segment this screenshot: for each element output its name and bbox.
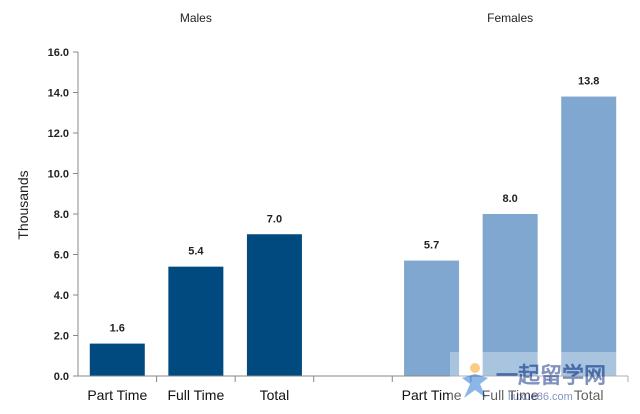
bar-value-label: 1.6	[110, 323, 125, 335]
y-tick-label: 14.0	[48, 88, 69, 100]
x-category-label: Full Time	[482, 387, 539, 403]
x-category-label: Part Time	[402, 387, 462, 403]
watermark-text: 一起留学网	[496, 363, 606, 388]
group-title: Males	[180, 11, 212, 25]
bar	[404, 260, 460, 376]
x-category-label: Part Time	[87, 387, 147, 403]
bar-value-label: 8.0	[502, 193, 517, 205]
person-logo-icon	[462, 363, 488, 398]
bars-layer: Males 1.6 5.4 7.0 Females 5.7 8.0 13.8	[89, 11, 617, 377]
group-title: Females	[487, 11, 533, 25]
bar	[246, 234, 302, 376]
bar-value-label: 5.7	[424, 240, 439, 252]
bar-value-label: 5.4	[188, 246, 204, 258]
y-tick-label: 8.0	[54, 209, 69, 221]
y-tick-label: 10.0	[48, 169, 69, 181]
y-tick-label: 0.0	[54, 371, 69, 383]
y-axis-label: Thousands	[15, 170, 31, 239]
y-tick-label: 6.0	[54, 250, 69, 262]
bar	[561, 96, 617, 377]
bar-value-label: 13.8	[578, 76, 599, 88]
watermark-logo: 一起留学网 liuxue86.com	[450, 352, 638, 410]
watermark-subtext: liuxue86.com	[508, 391, 573, 403]
bar-value-label: 7.0	[267, 213, 282, 225]
x-category-label: Total	[574, 387, 604, 403]
y-tick-label: 16.0	[48, 47, 69, 59]
y-axis: 0.0 2.0 4.0 6.0 8.0 10.0 12.0 14.0 16.0	[48, 47, 79, 383]
y-tick-label: 2.0	[54, 331, 69, 343]
y-tick-label: 12.0	[48, 128, 69, 140]
x-category-label: Total	[260, 387, 290, 403]
x-axis: Part Time Full Time Total Part Time Full Tim…	[78, 375, 629, 403]
x-category-label: Full Time	[167, 387, 224, 403]
bar	[482, 214, 538, 376]
y-tick-label: 4.0	[54, 290, 69, 302]
bar	[89, 343, 145, 376]
bar	[168, 266, 224, 376]
